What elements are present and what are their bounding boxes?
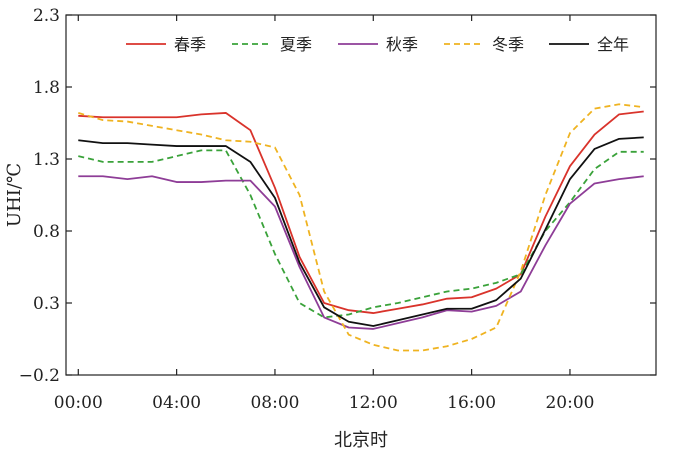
x-axis-label: 北京时 <box>334 430 388 451</box>
series-line-2 <box>78 149 644 319</box>
y-axis: −0.2 0.3 0.8 1.3 1.8 2.3 <box>19 6 656 386</box>
x-tick-label: 20:00 <box>545 393 594 413</box>
y-tick-label: 1.8 <box>33 78 60 98</box>
y-tick-label: 0.3 <box>33 294 60 314</box>
plot-frame <box>65 14 657 376</box>
x-tick-label: 12:00 <box>349 393 398 413</box>
y-tick-label: −0.2 <box>19 366 60 386</box>
x-tick-label: 04:00 <box>152 393 201 413</box>
x-tick-label: 08:00 <box>250 393 299 413</box>
legend-label: 冬季 <box>492 35 524 54</box>
y-tick-label: 2.3 <box>33 6 60 26</box>
series-line-1 <box>78 110 644 314</box>
y-tick-label: 0.8 <box>33 222 60 242</box>
legend-label: 夏季 <box>280 35 312 54</box>
legend-label: 秋季 <box>386 35 418 54</box>
x-axis: 00:00 04:00 08:00 12:00 16:00 20:00 <box>54 15 594 413</box>
series-group <box>78 103 644 352</box>
x-tick-label: 00:00 <box>54 393 103 413</box>
legend: 春季 夏季 秋季 冬季 全年 <box>126 35 629 54</box>
series-line-5 <box>78 136 644 327</box>
series-line-4 <box>78 103 644 352</box>
legend-label: 春季 <box>174 35 206 54</box>
legend-label: 全年 <box>597 35 629 54</box>
y-axis-label: UHI/℃ <box>4 163 25 227</box>
x-tick-label: 16:00 <box>447 393 496 413</box>
y-tick-label: 1.3 <box>33 150 60 170</box>
series-line-3 <box>78 175 644 330</box>
